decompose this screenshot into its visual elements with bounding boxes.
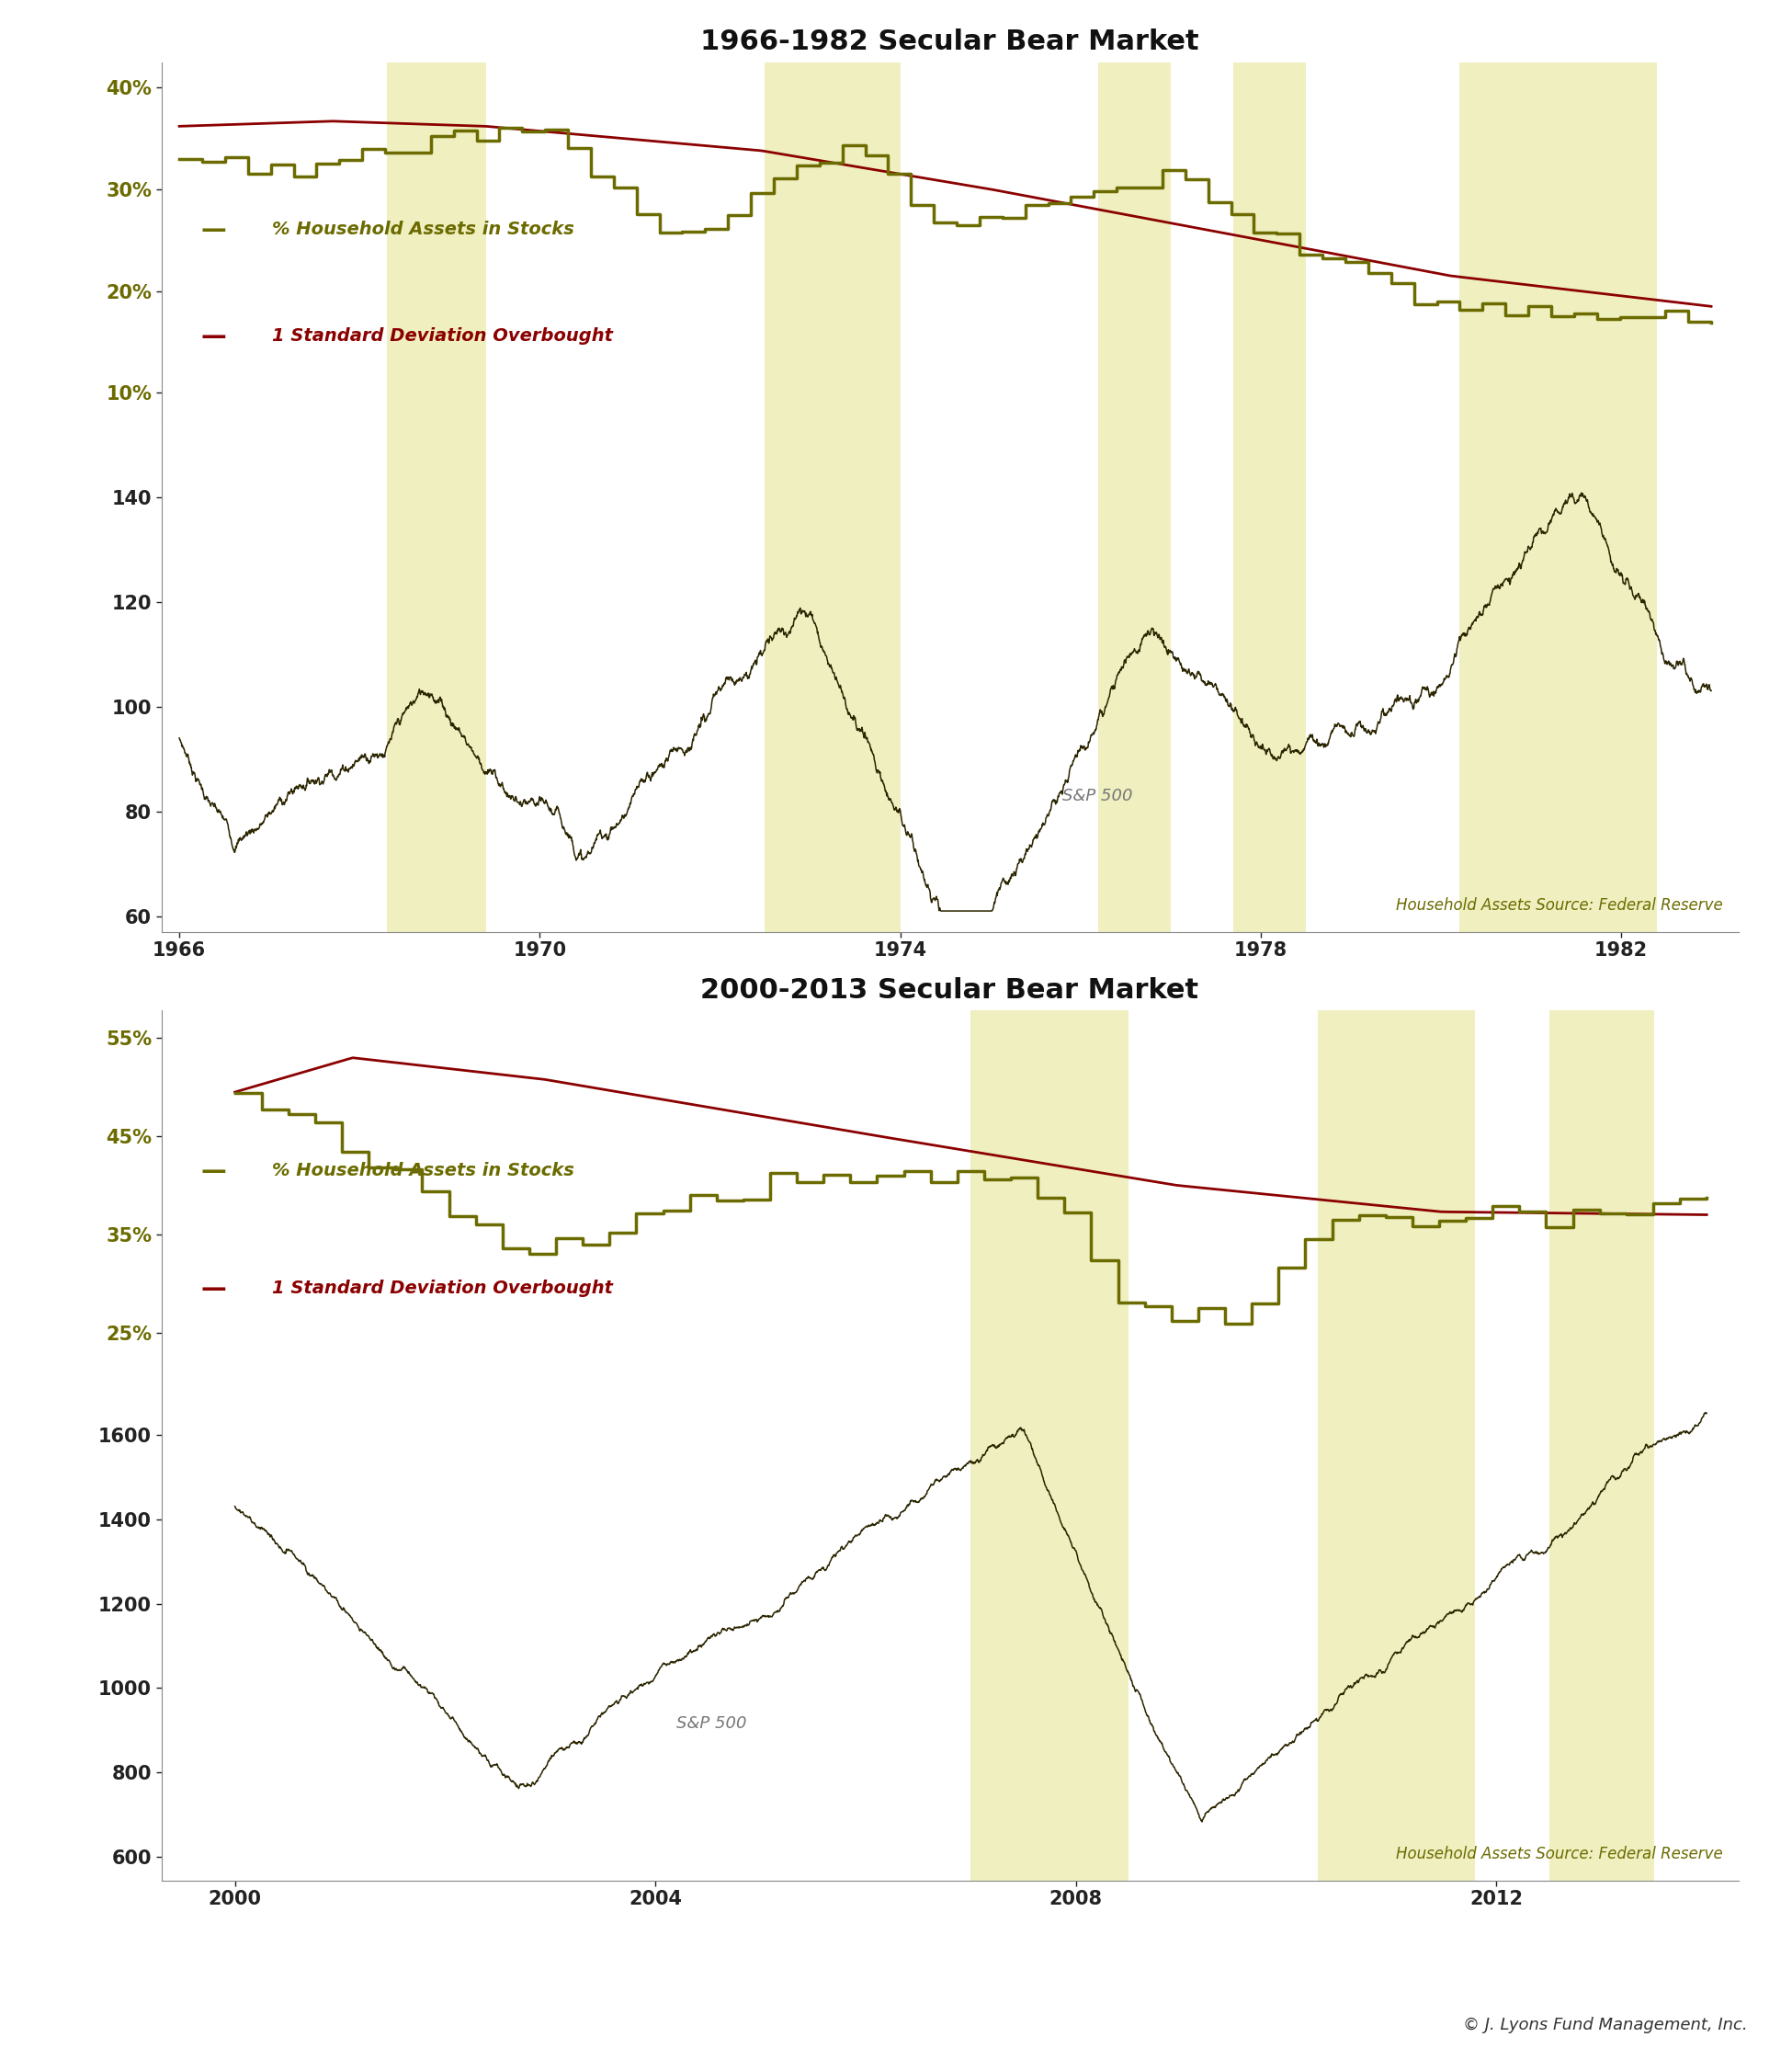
Text: —: — <box>201 1158 226 1185</box>
Text: S&P 500: S&P 500 <box>1063 789 1133 806</box>
Text: —: — <box>201 217 226 242</box>
Text: —: — <box>201 323 226 350</box>
Text: Household Assets Source: Federal Reserve: Household Assets Source: Federal Reserve <box>1396 1845 1722 1862</box>
Title: 1966-1982 Secular Bear Market: 1966-1982 Secular Bear Market <box>701 29 1199 54</box>
Bar <box>971 1011 1129 1367</box>
Text: Household Assets Source: Federal Reserve: Household Assets Source: Federal Reserve <box>1396 897 1722 913</box>
Bar <box>1459 62 1658 418</box>
Bar <box>1459 418 1658 932</box>
Bar <box>1317 1011 1475 1367</box>
Bar <box>1548 1011 1654 1367</box>
Bar <box>1233 62 1306 418</box>
Bar <box>387 62 486 418</box>
Text: 1 Standard Deviation Overbought: 1 Standard Deviation Overbought <box>272 1280 613 1296</box>
Bar <box>1317 1367 1475 1880</box>
Bar <box>1233 418 1306 932</box>
Bar <box>1548 1367 1654 1880</box>
Bar <box>1098 62 1170 418</box>
Bar <box>387 418 486 932</box>
Text: © J. Lyons Fund Management, Inc.: © J. Lyons Fund Management, Inc. <box>1462 2017 1747 2034</box>
Bar <box>1098 418 1170 932</box>
Bar <box>765 418 900 932</box>
Text: % Household Assets in Stocks: % Household Assets in Stocks <box>272 222 573 238</box>
Text: % Household Assets in Stocks: % Household Assets in Stocks <box>272 1162 573 1180</box>
Bar <box>971 1367 1129 1880</box>
Text: S&P 500: S&P 500 <box>676 1715 747 1731</box>
Title: 2000-2013 Secular Bear Market: 2000-2013 Secular Bear Market <box>701 978 1199 1002</box>
Text: 1 Standard Deviation Overbought: 1 Standard Deviation Overbought <box>272 327 613 346</box>
Bar <box>765 62 900 418</box>
Text: —: — <box>201 1276 226 1301</box>
